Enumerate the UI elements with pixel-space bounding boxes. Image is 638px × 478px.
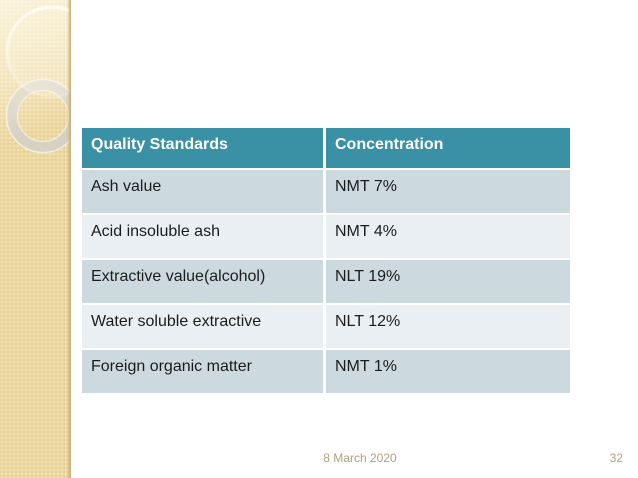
concentration-cell: NMT 7% — [323, 170, 570, 213]
concentration-cell: NLT 19% — [323, 260, 570, 303]
table-row: Foreign organic matter NMT 1% — [82, 350, 570, 395]
concentration-cell: NLT 12% — [323, 305, 570, 348]
decorative-sidebar — [0, 0, 71, 478]
footer-date: 8 March 2020 — [323, 451, 397, 465]
circle-outline-decoration — [5, 5, 71, 99]
table-row: Extractive value(alcohol) NLT 19% — [82, 260, 570, 305]
standard-cell: Extractive value(alcohol) — [91, 268, 266, 285]
standard-cell: Foreign organic matter — [91, 358, 252, 375]
sidebar-circle-ornaments — [5, 5, 71, 154]
standard-cell: Acid insoluble ash — [91, 223, 220, 240]
standard-cell: Ash value — [91, 178, 162, 195]
concentration-cell: NMT 1% — [323, 350, 570, 393]
footer-page-number: 32 — [609, 451, 623, 465]
table-header-quality-standards: Quality Standards — [91, 136, 228, 153]
table-row: Water soluble extractive NLT 12% — [82, 305, 570, 350]
concentration-cell: NMT 4% — [323, 215, 570, 258]
table-row: Ash value NMT 7% — [82, 170, 570, 215]
quality-standards-table: Quality Standards Concentration Ash valu… — [82, 128, 570, 395]
standard-cell: Water soluble extractive — [91, 313, 262, 330]
table-row: Acid insoluble ash NMT 4% — [82, 215, 570, 260]
sidebar-right-border — [67, 0, 71, 478]
table-header-row: Quality Standards Concentration — [82, 128, 570, 170]
table-header-concentration: Concentration — [323, 128, 570, 168]
